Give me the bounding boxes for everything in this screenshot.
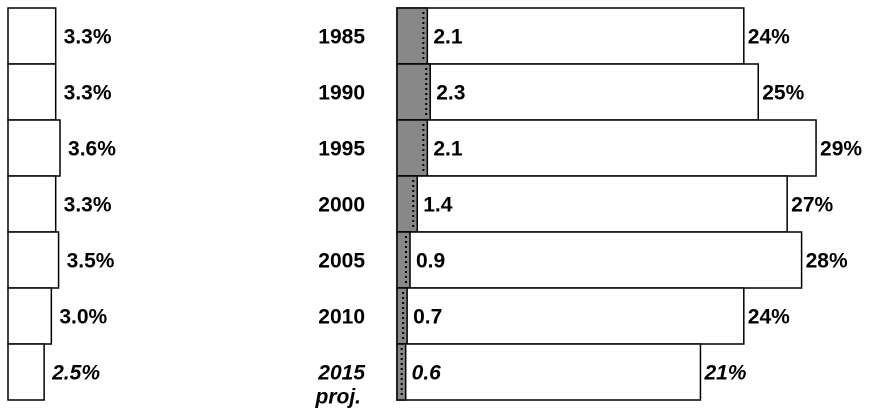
value-label: 2.5% <box>51 362 100 385</box>
category-label: 2010 <box>318 306 365 329</box>
value-label: 2.1 <box>433 26 463 49</box>
value-label: 2.1 <box>433 138 463 161</box>
value-label: 28% <box>806 250 848 273</box>
bar <box>396 231 411 289</box>
category-label: 1995 <box>318 138 365 161</box>
value-label: 24% <box>748 306 790 329</box>
value-label: 2.3 <box>436 82 465 105</box>
value-label: 3.6% <box>68 138 116 161</box>
bar <box>396 343 702 401</box>
value-label: 0.9 <box>416 250 445 273</box>
bar <box>7 287 53 345</box>
category-label: 2000 <box>318 194 365 217</box>
value-label: 1.4 <box>423 194 453 217</box>
bar <box>396 7 745 65</box>
value-label: 27% <box>791 194 833 217</box>
value-label: 0.6 <box>412 362 442 385</box>
value-label: 3.0% <box>59 306 107 329</box>
value-label: 3.3% <box>64 26 112 49</box>
category-label: 2005 <box>318 250 365 273</box>
category-label: 1990 <box>318 82 365 105</box>
bar <box>396 343 407 401</box>
bar <box>396 7 429 65</box>
bar <box>7 343 45 401</box>
bar <box>7 63 57 121</box>
value-label: 21% <box>703 362 746 385</box>
category-label: 2015 <box>317 362 365 385</box>
bar <box>396 175 418 233</box>
bar <box>396 119 429 177</box>
value-label: 0.7 <box>413 306 442 329</box>
value-label: 29% <box>820 138 862 161</box>
category-note: proj. <box>315 386 362 409</box>
bar <box>396 231 803 289</box>
category-label: 1985 <box>318 26 365 49</box>
bar <box>396 63 431 121</box>
value-label: 3.5% <box>67 250 115 273</box>
bar <box>396 175 788 233</box>
value-label: 24% <box>748 26 790 49</box>
bar <box>396 287 745 345</box>
value-label: 3.3% <box>64 82 112 105</box>
bar <box>396 287 408 345</box>
bar <box>7 175 57 233</box>
bar <box>396 63 759 121</box>
value-label: 3.3% <box>64 194 112 217</box>
bar <box>7 7 57 65</box>
bar <box>7 119 61 177</box>
bar <box>7 231 60 289</box>
value-label: 25% <box>762 82 804 105</box>
